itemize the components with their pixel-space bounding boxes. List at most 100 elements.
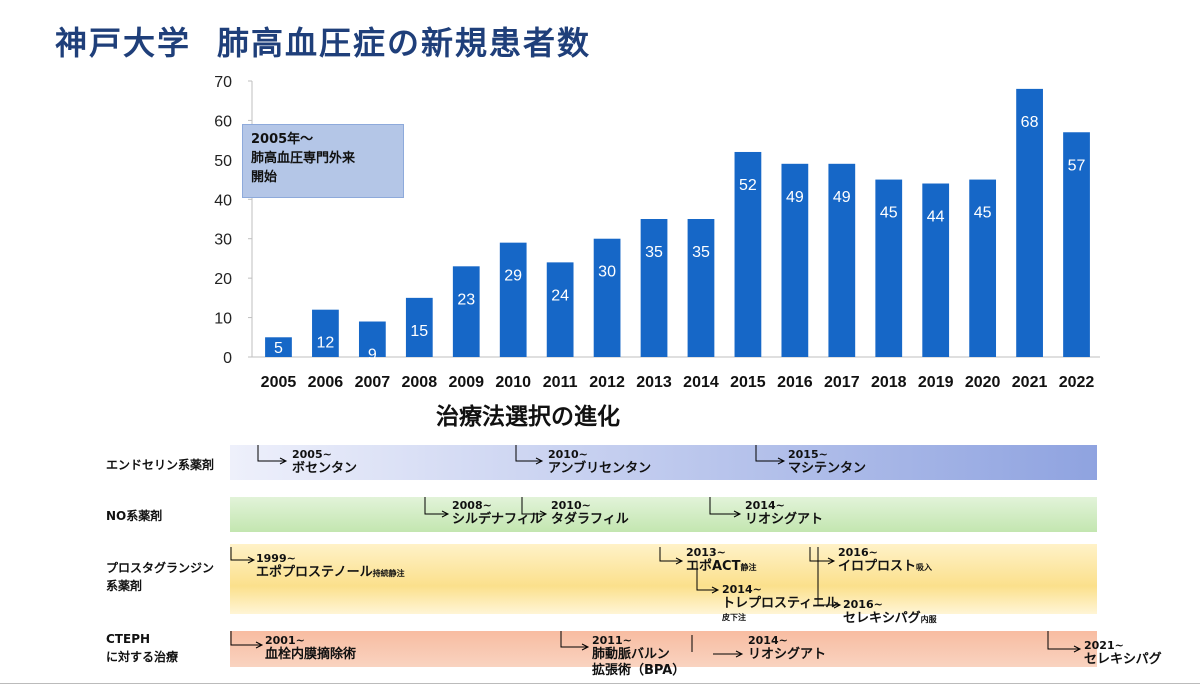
y-tick-label: 30 — [214, 232, 232, 249]
title-institution: 神戸大学 — [55, 24, 192, 62]
category-cteph: CTEPH に対する治療 — [106, 630, 178, 666]
y-tick-label: 50 — [214, 153, 232, 170]
bar — [312, 309, 339, 357]
drug-year: 2016~ — [838, 546, 878, 559]
bar — [358, 321, 386, 357]
lane-prostaglandin — [230, 544, 1097, 614]
bar — [405, 297, 433, 357]
drug-route: 静注 — [740, 563, 757, 572]
arrow-ambrisentan-head — [535, 457, 544, 465]
x-tick-label: 2017 — [824, 374, 860, 391]
drug-iloprost: 2016~ イロプロスト吸入 — [838, 546, 932, 576]
drug-name: トレプロスティニル — [722, 596, 839, 611]
drug-pea: 2001~ 血栓内膜摘除術 — [265, 634, 356, 663]
drug-year: 2010~ — [551, 499, 591, 512]
bar — [1016, 88, 1043, 357]
category-label: プロスタグランジン — [106, 561, 215, 575]
arrow-selexipag — [817, 547, 840, 606]
arrow-iloprost — [809, 547, 834, 562]
x-tick-label: 2022 — [1059, 374, 1095, 391]
bar-value-label: 49 — [786, 189, 804, 206]
footer-divider — [0, 683, 1200, 684]
bar-chart: 0 10 20 30 40 50 60 70 5 2005 12 2006 9 2007 15 2008 23 2… — [214, 74, 1100, 391]
arrow-bosentan-head — [279, 457, 288, 465]
bar-value-label: 45 — [880, 205, 898, 222]
drug-year: 2014~ — [745, 499, 785, 512]
drug-name: 拡張術（BPA） — [592, 663, 686, 678]
bar — [452, 266, 480, 357]
arrow-bosentan — [257, 445, 286, 462]
x-tick-label: 2007 — [355, 374, 391, 391]
arrow-riociguat — [709, 497, 740, 515]
arrow-sildenafil-head — [441, 510, 450, 518]
drug-epoprostenol: 1999~ エポプロステノール持続静注 — [256, 552, 405, 582]
arrow-pea-head — [255, 641, 264, 649]
bar-value-label: 12 — [317, 335, 335, 352]
x-tick-label: 2019 — [918, 374, 954, 391]
drug-year: 2005~ — [292, 448, 332, 461]
drug-sildenafil: 2008~ シルデナフィル — [452, 499, 543, 528]
bar-value-label: 45 — [974, 205, 992, 222]
bar-value-label: 35 — [645, 244, 663, 261]
bar-value-label: 68 — [1021, 114, 1039, 131]
drug-riociguat: 2014~ リオシグアト — [745, 499, 823, 528]
page-title: 神戸大学 肺高血圧症の新規患者数 — [55, 18, 591, 64]
x-tick-label: 2018 — [871, 374, 907, 391]
drug-route: 皮下注 — [722, 613, 746, 622]
drug-riociguat-cteph: 2014~ リオシグアト — [748, 634, 826, 663]
callout-line-3: 開始 — [251, 170, 278, 185]
bar — [265, 337, 292, 357]
callout-line-2: 肺高血圧専門外来 — [251, 151, 356, 166]
x-tick-label: 2009 — [448, 374, 484, 391]
bar — [687, 219, 715, 357]
y-tick-label: 10 — [214, 311, 232, 328]
drug-name: 血栓内膜摘除術 — [265, 647, 357, 662]
arrow-iloprost-head — [827, 557, 836, 565]
arrow-riociguat-cteph-head — [735, 650, 744, 658]
bar-value-label: 52 — [739, 177, 757, 194]
drug-name: アンブリセンタン — [548, 461, 652, 476]
arrow-selexipag-cteph-head — [1073, 645, 1082, 653]
bar — [499, 242, 527, 357]
bar-value-label: 5 — [274, 340, 283, 357]
bar — [640, 219, 668, 357]
drug-route: 持続静注 — [372, 569, 405, 578]
drug-ambrisentan: 2010~ アンブリセンタン — [548, 448, 651, 477]
drug-year: 2011~ — [592, 634, 632, 647]
drug-name: マシテンタン — [788, 461, 867, 476]
bar-value-label: 23 — [457, 291, 475, 308]
arrow-epoact — [659, 547, 682, 562]
arrow-macitentan-head — [777, 457, 786, 465]
drug-selexipag-pah: 2016~ セレキシパグ内服 — [843, 598, 937, 628]
y-tick-label: 70 — [214, 74, 232, 91]
x-tick-label: 2015 — [730, 374, 766, 391]
drug-year: 1999~ — [256, 552, 296, 565]
bar-value-label: 49 — [833, 189, 851, 206]
arrow-selexipag-head — [833, 601, 842, 609]
y-tick-label: 40 — [214, 192, 232, 209]
y-tick-label: 60 — [214, 113, 232, 130]
x-tick-label: 2008 — [402, 374, 438, 391]
arrow-ambrisentan — [515, 445, 542, 462]
arrow-treprostinil — [696, 562, 718, 591]
arrow-sildenafil — [424, 497, 448, 515]
x-tick-label: 2010 — [495, 374, 531, 391]
bar — [969, 179, 997, 357]
drug-bpa: 2011~ 肺動脈バルン 拡張術（BPA） — [592, 634, 685, 679]
bar — [593, 238, 621, 357]
category-endothelin: エンドセリン系薬剤 — [106, 456, 214, 474]
drug-name: エポプロステノール — [256, 565, 373, 580]
x-tick-label: 2016 — [777, 374, 813, 391]
bar-value-label: 29 — [504, 268, 522, 285]
arrow-riociguat-head — [733, 510, 742, 518]
drug-name: エポACT — [686, 559, 741, 574]
arrow-bpa-head — [581, 643, 590, 651]
drug-year: 2014~ — [748, 634, 788, 647]
arrow-epoprostenol — [230, 547, 254, 561]
bar — [875, 179, 903, 357]
y-tick-label: 20 — [214, 271, 232, 288]
drug-year: 2016~ — [843, 598, 883, 611]
evolution-title: 治療法選択の進化 — [436, 404, 620, 430]
bar-value-label: 57 — [1068, 157, 1086, 174]
bar — [781, 163, 809, 357]
